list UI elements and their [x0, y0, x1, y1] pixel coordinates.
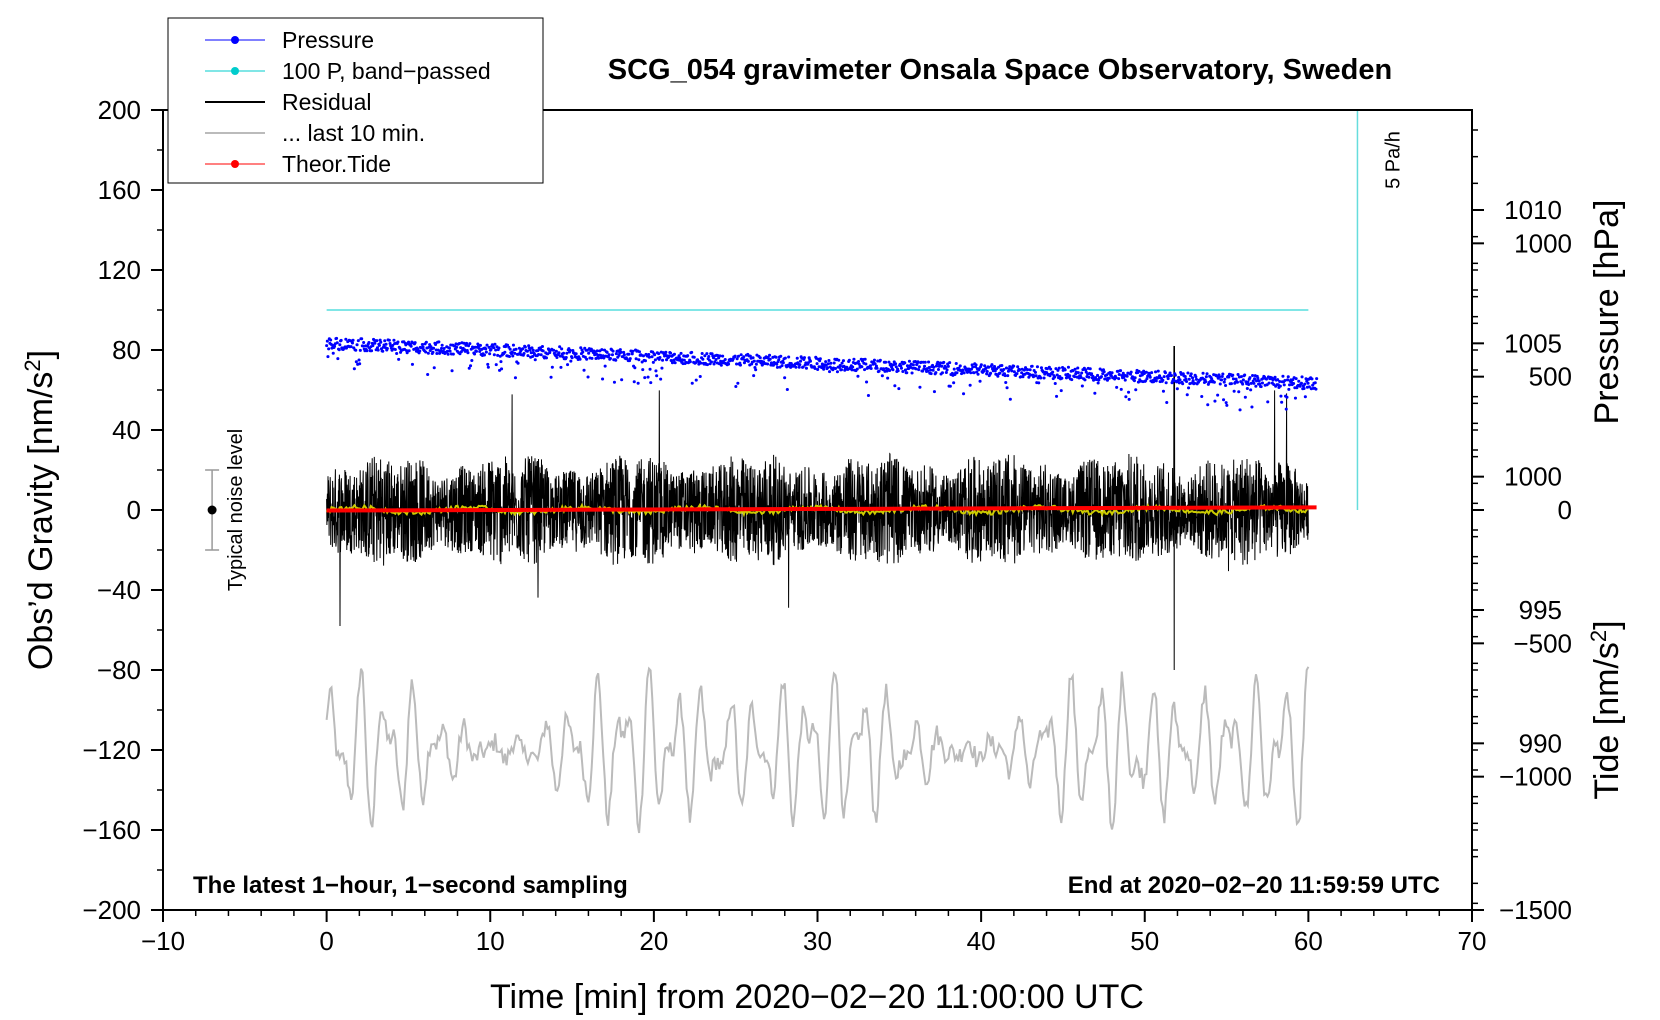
- series-pressure: [325, 336, 1319, 412]
- x-tick-label: 30: [803, 926, 832, 956]
- legend: Pressure 100 P, band−passed Residual ... la…: [167, 17, 544, 184]
- pressure-tick-label: 1005: [1504, 328, 1562, 358]
- x-tick-label: 40: [967, 926, 996, 956]
- x-tick-label: 50: [1130, 926, 1159, 956]
- x-axis-label: Time [min] from 2020−02−20 11:00:00 UTC: [490, 978, 1144, 1016]
- y-axis-label-tide: Tide [nm/s2]: [1586, 620, 1626, 799]
- legend-entry: Theor.Tide: [205, 151, 391, 177]
- tide-tick-label: 0: [1558, 495, 1572, 525]
- noise-label: Typical noise level: [225, 429, 247, 591]
- data-layer: 5 Pa/h Typical noise level: [205, 110, 1404, 834]
- pressure-tick-label: 995: [1519, 595, 1562, 625]
- legend-label: Pressure: [282, 27, 374, 53]
- y-axis-label-gravity: Obs’d Gravity [nm/s2]: [20, 350, 60, 670]
- tide-tick-label: −500: [1513, 628, 1572, 658]
- x-tick-label: 20: [639, 926, 668, 956]
- pressure-rate-label: 5 Pa/h: [1382, 131, 1404, 189]
- y-tick-label: −80: [97, 655, 141, 685]
- y-tick-label: −160: [82, 815, 141, 845]
- legend-entry: Residual: [205, 89, 372, 115]
- y-tick-label: −40: [97, 575, 141, 605]
- tide-tick-label: 1000: [1514, 228, 1572, 258]
- annotation-left: The latest 1−hour, 1−second sampling: [193, 872, 628, 899]
- y-tick-label: 160: [98, 175, 141, 205]
- legend-marker: [231, 160, 239, 168]
- y-tick-label: 200: [98, 95, 141, 125]
- legend-box: [167, 17, 544, 184]
- chart-title: SCG_054 gravimeter Onsala Space Observat…: [608, 54, 1392, 86]
- x-tick-label: 70: [1458, 926, 1487, 956]
- y-tick-label: −200: [82, 895, 141, 925]
- tide-tick-label: −1000: [1499, 762, 1572, 792]
- legend-label: Theor.Tide: [282, 151, 391, 177]
- annotation-right: End at 2020−02−20 11:59:59 UTC: [1068, 872, 1440, 899]
- series-residual: [326, 345, 1309, 671]
- x-tick-label: 0: [319, 926, 333, 956]
- y-axis-label-pressure: Pressure [hPa]: [1588, 200, 1626, 425]
- series-last-10-min: [325, 666, 1310, 834]
- y-tick-label: 40: [112, 415, 141, 445]
- y-tick-label: −120: [82, 735, 141, 765]
- noise-center: [207, 505, 217, 515]
- legend-entry: 100 P, band−passed: [205, 58, 491, 84]
- x-tick-label: −10: [141, 926, 185, 956]
- y-tick-label: 80: [112, 335, 141, 365]
- legend-label: 100 P, band−passed: [282, 58, 491, 84]
- tide-tick-label: −1500: [1499, 895, 1572, 925]
- pressure-tick-label: 1010: [1504, 195, 1562, 225]
- x-tick-label: 60: [1294, 926, 1323, 956]
- legend-entry: ... last 10 min.: [205, 120, 425, 146]
- axes-layer: −10 0 10 20 30 40 50 60 70 200 160 120 80 40 0 −40 −80 −1…: [82, 95, 1572, 956]
- x-tick-label: 10: [476, 926, 505, 956]
- pressure-tick-label: 1000: [1504, 462, 1562, 492]
- tide-tick-label: 500: [1529, 362, 1572, 392]
- legend-marker: [231, 36, 239, 44]
- pressure-tick-label: 990: [1519, 728, 1562, 758]
- y-tick-label: 0: [127, 495, 141, 525]
- legend-label: Residual: [282, 89, 372, 115]
- legend-label: ... last 10 min.: [282, 120, 425, 146]
- legend-marker: [231, 67, 239, 75]
- series-theor-tide: [326, 505, 1317, 513]
- y-tick-label: 120: [98, 255, 141, 285]
- legend-entry: Pressure: [205, 27, 374, 53]
